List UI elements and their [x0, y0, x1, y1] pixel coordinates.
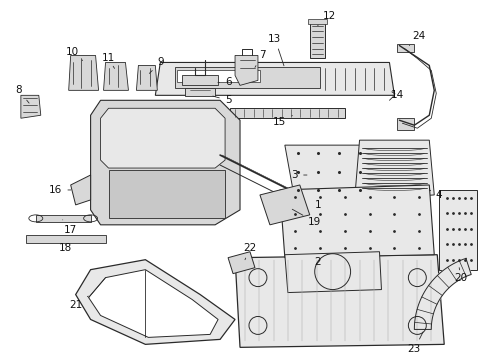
Text: 14: 14: [391, 90, 404, 100]
Text: 1: 1: [315, 200, 321, 210]
Polygon shape: [280, 185, 434, 258]
Polygon shape: [26, 235, 105, 243]
Text: 10: 10: [66, 48, 83, 60]
Text: 11: 11: [102, 54, 115, 68]
Polygon shape: [100, 108, 225, 168]
Text: 17: 17: [63, 220, 77, 235]
Text: 7: 7: [255, 50, 265, 67]
Polygon shape: [182, 75, 218, 85]
Polygon shape: [71, 175, 91, 205]
Polygon shape: [36, 215, 91, 222]
Polygon shape: [397, 44, 415, 53]
Text: 13: 13: [268, 33, 284, 66]
Polygon shape: [439, 190, 477, 270]
Text: 4: 4: [429, 190, 442, 200]
Text: 22: 22: [244, 243, 257, 260]
Polygon shape: [355, 140, 434, 200]
Polygon shape: [228, 252, 255, 274]
Text: 9: 9: [149, 58, 164, 73]
Text: 18: 18: [59, 243, 73, 253]
Text: 6: 6: [218, 77, 231, 87]
Polygon shape: [235, 55, 258, 85]
Polygon shape: [285, 252, 382, 293]
Polygon shape: [136, 66, 157, 90]
Text: 19: 19: [292, 209, 321, 227]
Polygon shape: [103, 62, 128, 90]
Text: 21: 21: [69, 296, 88, 310]
Polygon shape: [308, 19, 327, 24]
Text: 23: 23: [408, 332, 423, 354]
Text: 20: 20: [455, 268, 468, 283]
Polygon shape: [260, 185, 310, 225]
Text: 24: 24: [409, 31, 426, 46]
Polygon shape: [285, 145, 374, 200]
Polygon shape: [21, 95, 41, 118]
Text: 8: 8: [16, 85, 29, 103]
Polygon shape: [230, 108, 344, 118]
Polygon shape: [108, 170, 225, 218]
Polygon shape: [89, 270, 218, 337]
Polygon shape: [397, 118, 415, 130]
Polygon shape: [155, 62, 394, 95]
Polygon shape: [69, 55, 98, 90]
Text: 3: 3: [292, 170, 307, 180]
Polygon shape: [310, 21, 325, 58]
Polygon shape: [415, 258, 471, 329]
Polygon shape: [75, 260, 235, 345]
Polygon shape: [185, 88, 215, 96]
Text: 5: 5: [213, 95, 231, 105]
Text: 15: 15: [273, 116, 293, 127]
Polygon shape: [91, 100, 240, 225]
Text: 12: 12: [318, 11, 336, 26]
Text: 16: 16: [49, 185, 71, 195]
Polygon shape: [235, 255, 444, 347]
Polygon shape: [177, 71, 260, 82]
Text: 2: 2: [315, 257, 321, 267]
Polygon shape: [175, 67, 319, 88]
